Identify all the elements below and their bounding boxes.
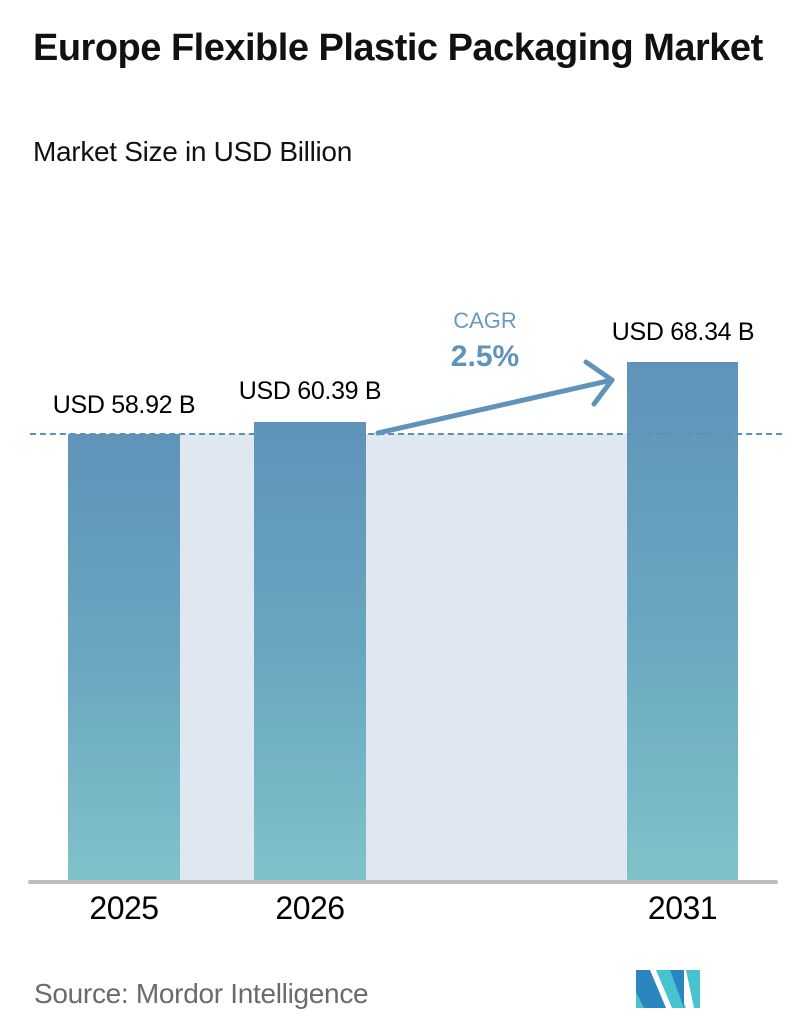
- cagr-label: CAGR: [453, 308, 517, 333]
- bar-2026: [254, 422, 366, 882]
- bar-2031: [627, 362, 738, 882]
- bar-2025: [68, 434, 180, 882]
- chart-title: Europe Flexible Plastic Packaging Market: [33, 27, 763, 69]
- background-band: [180, 434, 627, 882]
- cagr-value: 2.5%: [450, 340, 520, 373]
- chart-subtitle: Market Size in USD Billion: [33, 136, 352, 167]
- mordor-intelligence-logo-icon: [636, 970, 700, 1008]
- x-axis-baseline: [28, 880, 778, 884]
- value-label-2031: USD 68.34 B: [611, 318, 755, 346]
- value-label-2025: USD 58.92 B: [52, 391, 196, 419]
- reference-dashed-line: [30, 433, 782, 435]
- value-label-2026: USD 60.39 B: [238, 377, 382, 405]
- x-label-2025: 2025: [89, 890, 159, 926]
- x-label-2031: 2031: [647, 890, 718, 926]
- x-label-2026: 2026: [275, 890, 345, 926]
- source-text: Source: Mordor Intelligence: [34, 978, 369, 1009]
